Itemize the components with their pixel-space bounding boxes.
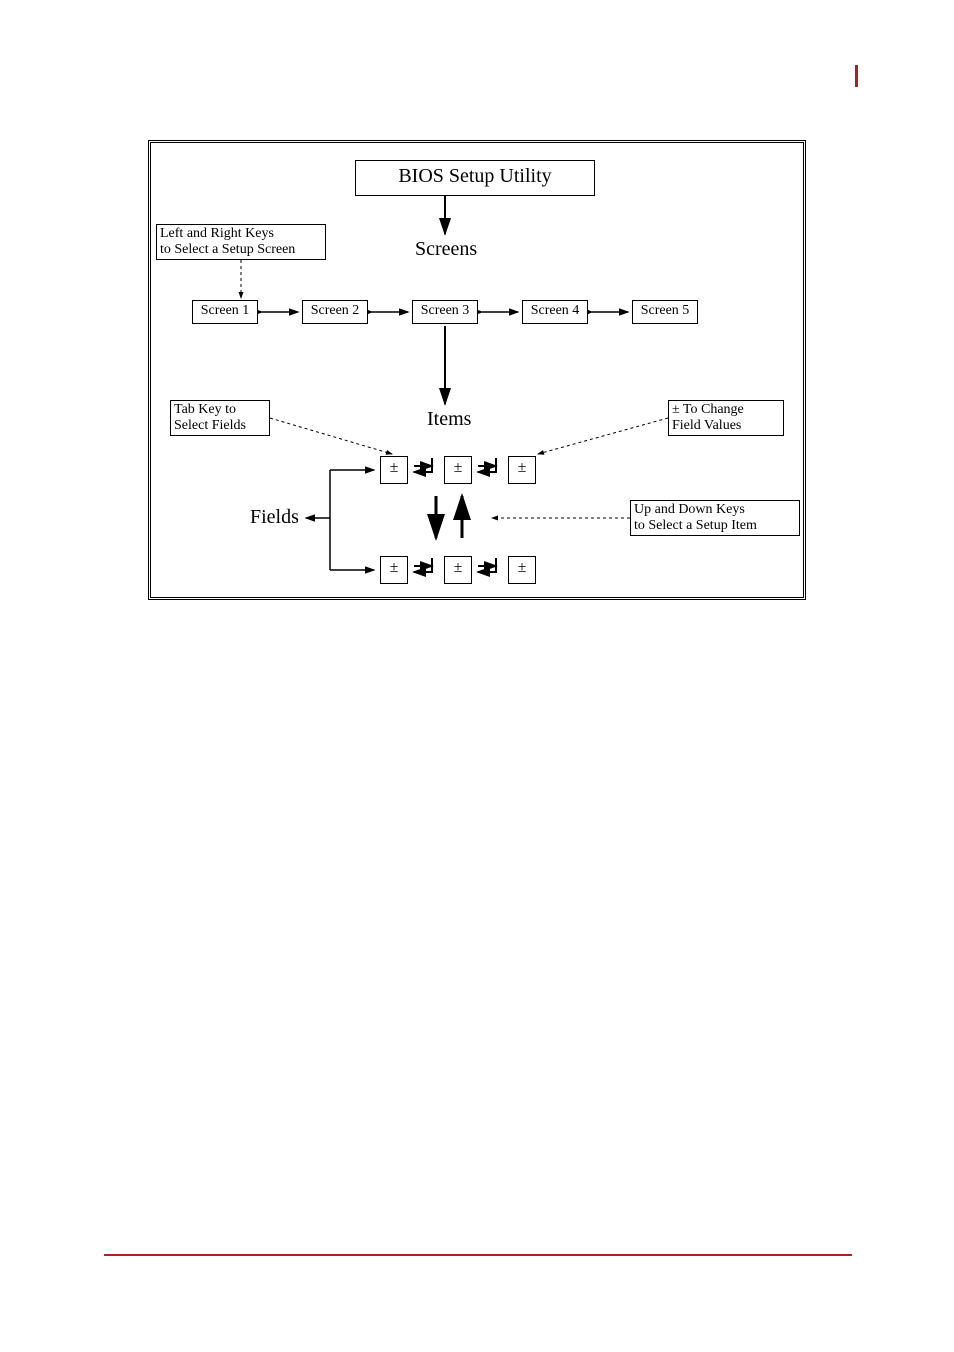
pm-box-top-3: ± xyxy=(508,456,536,484)
ud-line2: to Select a Setup Item xyxy=(634,518,757,533)
screen-box-5: Screen 5 xyxy=(632,300,698,324)
bios-title-box: BIOS Setup Utility xyxy=(355,160,595,196)
screen-box-4: Screen 4 xyxy=(522,300,588,324)
pm-text: ± xyxy=(518,559,527,576)
items-label: Items xyxy=(427,408,471,431)
ud-line1: Up and Down Keys xyxy=(634,502,745,517)
pm-box-top-1: ± xyxy=(380,456,408,484)
page-root: BIOS Setup Utility Screens Left and Righ… xyxy=(0,0,954,1352)
up-down-keys-box: Up and Down Keys to Select a Setup Item xyxy=(630,500,800,536)
lr-line1: Left and Right Keys xyxy=(160,226,274,241)
footer-rule xyxy=(104,1254,852,1256)
pm-text: ± xyxy=(454,559,463,576)
pm-text: ± xyxy=(454,459,463,476)
screen-box-1: Screen 1 xyxy=(192,300,258,324)
screen-box-2: Screen 2 xyxy=(302,300,368,324)
screens-label: Screens xyxy=(415,238,477,261)
fields-label-text: Fields xyxy=(250,506,299,528)
screen-5-text: Screen 5 xyxy=(641,303,690,318)
pm-box-bot-3: ± xyxy=(508,556,536,584)
screen-box-3: Screen 3 xyxy=(412,300,478,324)
text-cursor-mark xyxy=(855,65,858,87)
left-right-keys-box: Left and Right Keys to Select a Setup Sc… xyxy=(156,224,326,260)
screen-4-text: Screen 4 xyxy=(531,303,580,318)
lr-line2: to Select a Setup Screen xyxy=(160,242,295,257)
screen-3-text: Screen 3 xyxy=(421,303,470,318)
change-values-box: ± To Change Field Values xyxy=(668,400,784,436)
bios-title-text: BIOS Setup Utility xyxy=(398,165,551,187)
tab-line2: Select Fields xyxy=(174,418,246,433)
pm-text: ± xyxy=(518,459,527,476)
pm-box-bot-1: ± xyxy=(380,556,408,584)
pm-box-bot-2: ± xyxy=(444,556,472,584)
items-label-text: Items xyxy=(427,408,471,430)
screens-label-text: Screens xyxy=(415,238,477,260)
fields-label: Fields xyxy=(250,506,299,529)
tab-key-box: Tab Key to Select Fields xyxy=(170,400,270,436)
screen-1-text: Screen 1 xyxy=(201,303,250,318)
pm-text: ± xyxy=(390,559,399,576)
tab-line1: Tab Key to xyxy=(174,402,236,417)
change-line2: Field Values xyxy=(672,418,741,433)
change-line1: ± To Change xyxy=(672,402,744,417)
pm-text: ± xyxy=(390,459,399,476)
pm-box-top-2: ± xyxy=(444,456,472,484)
screen-2-text: Screen 2 xyxy=(311,303,360,318)
